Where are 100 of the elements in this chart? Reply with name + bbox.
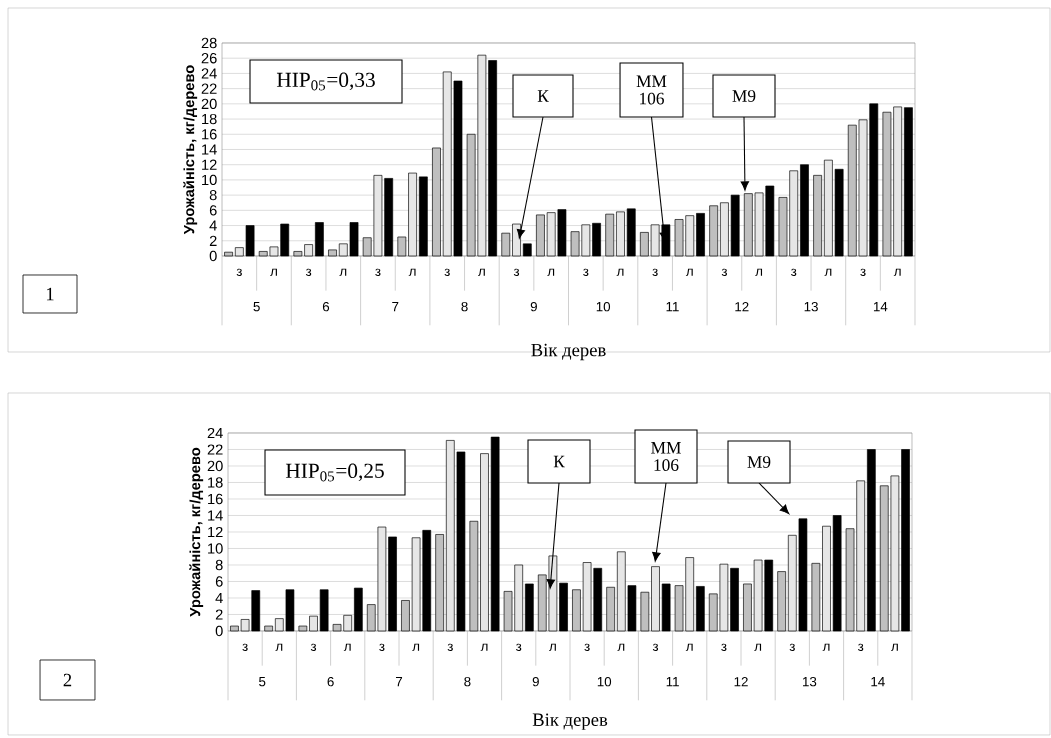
bar	[822, 525, 831, 632]
text: M9	[747, 456, 771, 468]
x-tick-label: л	[549, 643, 556, 651]
text: 14	[871, 677, 885, 687]
y-tick-label: 20	[201, 98, 217, 110]
bar	[696, 213, 705, 257]
y-tick-label: 22	[207, 444, 223, 455]
x-tick-label: з	[857, 643, 864, 651]
x-tick-label: з	[721, 643, 727, 651]
y-tick-label: 2	[215, 609, 223, 620]
x-tick-label: л	[343, 643, 351, 651]
text: 1	[46, 287, 54, 301]
text: 12	[735, 302, 749, 312]
x-tick-label: з	[860, 268, 866, 276]
x-tick-label: л	[754, 643, 762, 651]
text: 2	[63, 673, 72, 687]
bar	[354, 587, 363, 632]
x-tick-label: л	[891, 643, 898, 651]
text: 5	[253, 302, 260, 312]
text: 14	[873, 302, 888, 312]
bar	[314, 222, 324, 257]
y-tick-label: 18	[202, 113, 217, 125]
x-tick-label: л	[480, 643, 488, 651]
y-tick-label: 8	[215, 559, 223, 571]
y-tick-label: 4	[215, 592, 223, 604]
bar	[522, 243, 532, 257]
text: 6	[322, 301, 330, 312]
y-tick-label: 10	[208, 543, 223, 554]
text: 5	[259, 676, 266, 687]
y-tick-label: 16	[208, 493, 223, 505]
bar	[696, 586, 705, 632]
y-tick-label: 18	[208, 477, 223, 488]
bar	[319, 589, 329, 632]
text: 10	[597, 676, 612, 687]
x-tick-label: з	[652, 268, 658, 276]
x-tick-label: з	[447, 643, 453, 651]
y-tick-label: 14	[202, 144, 217, 155]
x-tick-label: л	[478, 268, 485, 276]
y-tick-label: 2	[209, 235, 217, 246]
y-tick-label: 12	[208, 526, 223, 538]
bar	[328, 249, 337, 257]
x-tick-label: л	[408, 268, 416, 276]
x-tick-label: л	[547, 268, 555, 276]
text: 7	[392, 302, 399, 312]
y-tick-label: 12	[202, 159, 217, 170]
y-tick-label: 24	[201, 68, 217, 79]
x-tick-label: л	[616, 268, 624, 276]
y-axis-title: Урожайність, кг/дерево	[189, 447, 204, 617]
text: 6	[327, 676, 334, 687]
bar	[832, 515, 842, 632]
x-tick-label: л	[822, 643, 830, 651]
bar	[661, 583, 671, 632]
bar	[418, 176, 428, 257]
annotation: НІР$_{05}$=0,33	[276, 72, 375, 91]
x-tick-label: з	[236, 268, 242, 276]
bar	[525, 583, 534, 632]
x-tick-label: л	[275, 643, 283, 651]
x-tick-label: л	[685, 268, 693, 276]
x-tick-label: л	[824, 268, 832, 276]
x-tick-label: л	[755, 268, 763, 276]
x-tick-label: з	[310, 643, 317, 651]
y-tick-label: 4	[209, 220, 217, 231]
x-tick-label: л	[339, 268, 347, 276]
x-tick-label: л	[893, 268, 901, 276]
x-tick-label: л	[685, 643, 693, 651]
text: 12	[734, 677, 748, 687]
y-tick-label: 28	[201, 37, 217, 49]
x-tick-label: з	[305, 268, 312, 276]
y-axis-title: Урожайність, кг/дерево	[183, 65, 198, 235]
bar	[490, 436, 500, 632]
text: 10	[596, 301, 611, 312]
x-tick-label: з	[513, 268, 520, 276]
x-tick-label: з	[584, 643, 590, 651]
y-tick-label: 10	[202, 174, 217, 186]
bar	[626, 208, 636, 257]
x-tick-label: з	[652, 643, 659, 651]
y-tick-label: 0	[209, 250, 217, 262]
x-tick-label: з	[375, 268, 381, 276]
x-tick-label: з	[790, 268, 797, 276]
y-tick-label: 6	[215, 576, 223, 587]
bar	[651, 566, 660, 632]
x-tick-label: л	[412, 643, 420, 651]
x-tick-label: л	[617, 643, 625, 651]
x-axis-title: Вік дерев	[531, 343, 606, 361]
bar	[904, 107, 913, 257]
y-tick-label: 14	[208, 510, 223, 521]
text: 11	[666, 677, 679, 687]
bar	[224, 251, 233, 257]
text: M9	[732, 90, 756, 102]
y-tick-label: 20	[207, 460, 223, 472]
x-tick-label: з	[379, 643, 385, 651]
x-tick-label: з	[242, 643, 248, 651]
text: 13	[803, 676, 817, 687]
x-axis-title: Вік дерев	[532, 713, 608, 730]
text: К	[537, 90, 549, 102]
bar	[616, 211, 625, 257]
text: 9	[532, 676, 539, 687]
x-tick-label: з	[789, 643, 795, 651]
y-tick-label: 8	[209, 189, 217, 201]
x-tick-label: з	[583, 268, 589, 276]
